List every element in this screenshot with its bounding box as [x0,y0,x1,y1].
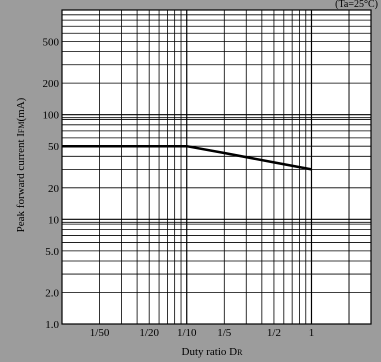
y-tick-label: 2.0 [45,287,59,299]
x-tick-label: 1/10 [177,327,197,339]
plot-border [61,9,372,325]
x-axis-label-sub: R [237,348,243,357]
y-tick-label: 1.0 [45,319,59,331]
plot-background [62,10,371,324]
x-axis-label: Duty ratio DR [182,346,244,358]
y-tick-label: 100 [43,110,60,122]
y-tick-label: 20 [48,183,60,195]
y-tick-label: 500 [43,37,60,49]
x-tick-label: 1/2 [267,327,281,339]
x-tick-label: 1 [309,327,315,339]
x-tick-label: 1/20 [139,327,159,339]
condition-label: (Ta=25°C) [335,0,378,10]
x-axis-label-main: Duty ratio D [182,346,238,358]
plot-area [61,9,372,325]
y-axis-label-sub: FM [17,122,26,134]
x-tick-label: 1/5 [217,327,232,339]
y-axis-label: Peak forward current IFM(mA) [15,97,27,232]
y-tick-label: 200 [43,78,60,90]
y-tick-label: 50 [48,141,60,153]
y-axis-label-unit: (mA) [15,97,27,121]
series-line [62,144,312,171]
y-tick-label: 5.0 [45,246,59,258]
x-tick-label: 1/50 [90,327,110,339]
y-tick-label: 10 [48,214,60,226]
y-axis-label-main: Peak forward current I [15,133,27,233]
